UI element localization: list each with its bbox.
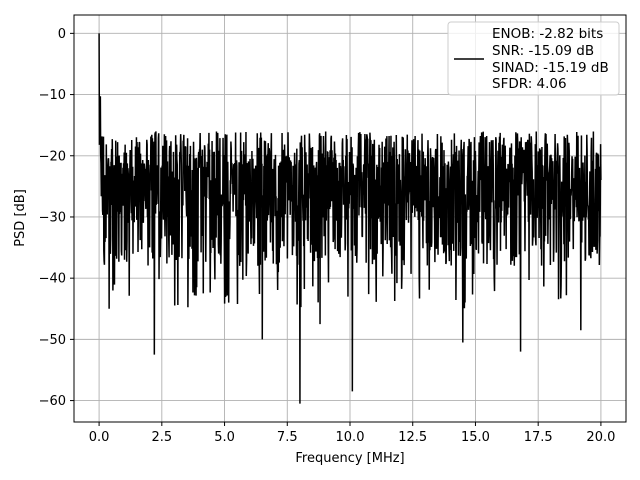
psd-series-line <box>98 33 602 404</box>
y-axis-ticks: 0 −10 −20 −30 −40 −50 −60 <box>39 27 74 409</box>
legend-enob: ENOB: -2.82 bits <box>492 26 603 42</box>
legend-snr: SNR: -15.09 dB <box>492 43 594 59</box>
legend: ENOB: -2.82 bits SNR: -15.09 dB SINAD: -… <box>447 21 620 96</box>
x-tick-label: 20.0 <box>586 430 615 445</box>
y-tick-label: −20 <box>39 149 66 164</box>
legend-sfdr: SFDR: 4.06 <box>492 76 567 92</box>
x-tick-label: 10.0 <box>336 430 365 445</box>
y-tick-label: −30 <box>39 210 66 225</box>
legend-box <box>447 21 620 96</box>
x-tick-label: 2.5 <box>151 430 172 445</box>
y-tick-label: −10 <box>39 88 66 103</box>
y-axis-label: PSD [dB] <box>13 189 28 247</box>
plot-area <box>98 33 602 404</box>
x-tick-label: 17.5 <box>524 430 553 445</box>
y-tick-label: −60 <box>39 394 66 409</box>
x-tick-label: 0.0 <box>89 430 110 445</box>
x-axis-label: Frequency [MHz] <box>295 451 404 466</box>
y-tick-label: 0 <box>58 27 66 42</box>
x-tick-label: 15.0 <box>461 430 490 445</box>
x-axis-ticks: 0.0 2.5 5.0 7.5 10.0 12.5 15.0 17.5 20.0 <box>89 422 615 445</box>
x-tick-label: 12.5 <box>398 430 427 445</box>
x-tick-label: 7.5 <box>277 430 298 445</box>
legend-sinad: SINAD: -15.19 dB <box>492 60 609 76</box>
y-tick-label: −40 <box>39 272 66 287</box>
y-tick-label: −50 <box>39 333 66 348</box>
x-tick-label: 5.0 <box>214 430 235 445</box>
